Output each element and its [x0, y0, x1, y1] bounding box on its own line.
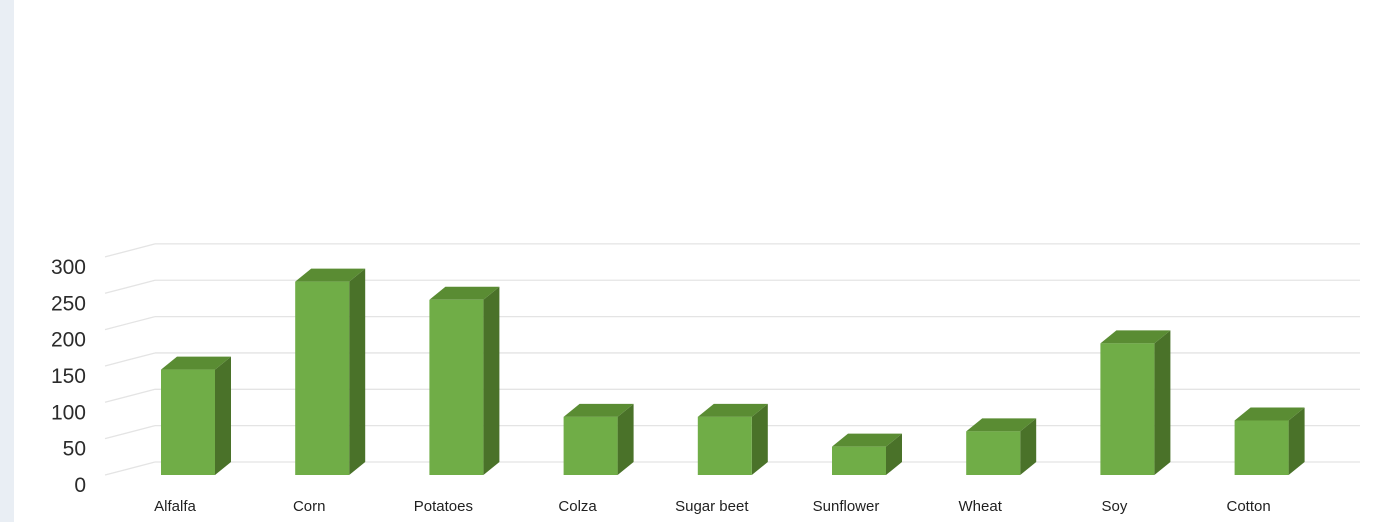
bar-potatoes	[429, 286, 500, 475]
bar-side	[1288, 407, 1305, 475]
x-tick-label: Corn	[293, 498, 326, 515]
y-tick-label: 50	[63, 438, 86, 461]
x-tick-label: Cotton	[1226, 498, 1270, 515]
bar-front	[1234, 420, 1289, 475]
x-tick-label: Soy	[1101, 498, 1127, 515]
y-tick-label: 200	[51, 329, 86, 352]
bar-top	[697, 403, 768, 417]
bar-side	[1020, 418, 1037, 475]
gridline-depth	[104, 315, 156, 331]
bar-top	[161, 356, 231, 370]
bar-front	[563, 416, 618, 475]
bar-alfalfa	[161, 356, 231, 475]
bar-side	[751, 403, 768, 475]
bar-front	[697, 416, 752, 475]
bar-side	[617, 403, 634, 475]
bar-corn	[295, 268, 366, 475]
bar-side	[886, 433, 902, 475]
bar-top	[1234, 407, 1305, 421]
bar-top	[429, 286, 500, 300]
x-axis-ticks: Alfalfa Corn Potatoes Colza Sugar beet Sunflo…	[154, 498, 1271, 515]
bar-soy	[1100, 330, 1171, 475]
y-tick-label: 150	[51, 365, 86, 388]
bar-sunflower	[832, 433, 902, 475]
bar-front	[966, 431, 1021, 475]
bar-front	[161, 369, 215, 475]
gridline-depth	[104, 388, 156, 403]
bar-front	[1100, 343, 1155, 475]
bar-colza	[563, 403, 634, 475]
x-tick-label: Potatoes	[414, 498, 473, 515]
bar-cotton	[1234, 407, 1305, 475]
bar-front	[429, 299, 484, 475]
bar-side	[1154, 330, 1171, 475]
bars	[161, 268, 1305, 475]
gridline-depth	[104, 279, 156, 294]
gridline-depth	[104, 461, 156, 476]
x-tick-label: Sunflower	[813, 498, 880, 515]
x-tick-label: Sugar beet	[675, 498, 749, 515]
gridline-depth	[104, 425, 156, 440]
gridline-depth	[104, 352, 156, 367]
bar-side	[349, 268, 366, 475]
x-tick-label: Wheat	[959, 498, 1003, 515]
bar-top	[295, 268, 366, 282]
x-tick-label: Alfalfa	[154, 498, 196, 515]
x-tick-label: Colza	[558, 498, 597, 515]
bar-side	[483, 286, 500, 475]
bar-top	[966, 418, 1037, 432]
y-tick-label: 100	[51, 401, 86, 424]
bar-side	[215, 356, 231, 475]
bar-front	[295, 281, 350, 475]
bar-top	[832, 433, 902, 447]
y-axis-ticks: 0 50 100 150 200 250 300	[51, 256, 86, 497]
y-tick-label: 250	[51, 292, 86, 315]
bar-front	[832, 446, 886, 475]
bar-wheat	[966, 418, 1037, 475]
y-tick-label: 0	[74, 474, 86, 497]
gridline-depth	[104, 243, 156, 258]
bar-sugar-beet	[697, 403, 768, 475]
bar-top	[1100, 330, 1171, 344]
bar-top	[563, 403, 634, 417]
y-tick-label: 300	[51, 256, 86, 279]
